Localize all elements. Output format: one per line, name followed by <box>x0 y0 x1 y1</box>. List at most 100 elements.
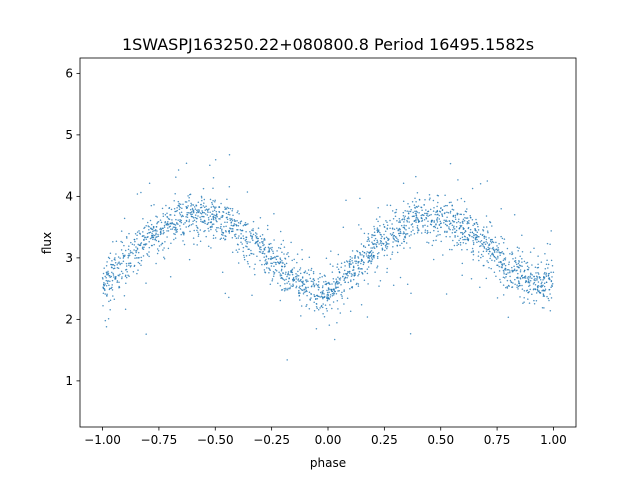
data-point <box>518 282 520 285</box>
data-point <box>470 251 473 253</box>
data-point <box>368 257 371 259</box>
data-point <box>176 228 178 231</box>
data-point <box>105 277 107 279</box>
data-point <box>392 241 394 243</box>
data-point <box>120 230 123 232</box>
data-point <box>228 153 231 156</box>
data-point <box>495 248 497 251</box>
data-point <box>202 187 205 190</box>
data-point <box>459 241 462 244</box>
data-point <box>457 220 460 223</box>
data-point <box>181 207 183 210</box>
data-point <box>426 213 429 215</box>
data-point <box>454 218 457 220</box>
data-point <box>204 229 206 232</box>
data-point <box>334 282 337 285</box>
data-point <box>281 277 284 279</box>
data-point <box>285 262 288 265</box>
data-point <box>433 225 436 228</box>
data-point <box>454 216 457 218</box>
data-point <box>252 228 254 230</box>
data-point <box>310 297 312 299</box>
data-point <box>373 225 375 228</box>
data-point <box>125 265 128 267</box>
data-point <box>256 255 258 257</box>
data-point <box>209 226 212 229</box>
data-point <box>374 243 376 245</box>
data-point <box>138 230 140 232</box>
data-point <box>219 227 222 229</box>
data-point <box>453 228 456 230</box>
data-point <box>435 223 437 226</box>
data-point <box>132 270 135 273</box>
data-point <box>403 221 405 223</box>
data-point <box>291 271 294 274</box>
data-point <box>543 307 545 309</box>
data-point <box>260 248 262 251</box>
data-point <box>462 242 465 244</box>
data-point <box>493 255 496 258</box>
data-point <box>295 285 298 288</box>
data-point <box>211 203 214 206</box>
x-tick-label: 1.00 <box>540 433 567 447</box>
data-point <box>519 270 522 273</box>
data-point <box>252 229 254 232</box>
data-point <box>148 255 150 258</box>
data-point <box>338 277 341 280</box>
data-point <box>313 295 316 298</box>
data-point <box>354 272 356 274</box>
data-point <box>491 259 493 261</box>
data-point <box>268 247 270 250</box>
data-point <box>416 226 419 229</box>
data-point <box>407 216 410 218</box>
data-point <box>443 221 445 224</box>
data-point <box>514 260 517 262</box>
data-point <box>497 249 500 251</box>
data-point <box>263 263 266 266</box>
data-point <box>545 275 548 277</box>
data-point <box>488 237 490 239</box>
data-point <box>513 265 515 267</box>
data-point <box>363 232 366 235</box>
data-point <box>456 242 458 244</box>
data-point <box>206 210 209 212</box>
data-point <box>343 279 345 282</box>
data-point <box>167 230 170 232</box>
data-point <box>386 221 388 223</box>
data-point <box>200 203 202 206</box>
data-point <box>112 267 115 270</box>
data-point <box>494 256 497 259</box>
data-point <box>180 219 183 222</box>
data-point <box>479 245 481 248</box>
data-point <box>155 262 157 265</box>
data-point <box>343 269 346 272</box>
data-point <box>506 286 508 288</box>
data-point <box>462 228 465 230</box>
data-point <box>237 228 239 231</box>
data-point <box>246 260 249 263</box>
data-point <box>478 259 480 262</box>
data-point <box>300 288 303 291</box>
data-point <box>196 209 198 212</box>
data-point <box>385 241 387 243</box>
data-point <box>333 280 335 283</box>
data-point <box>483 226 485 228</box>
data-point <box>430 213 432 216</box>
data-point <box>111 260 113 262</box>
data-point <box>295 281 297 283</box>
data-point <box>237 262 240 264</box>
data-point <box>430 223 433 226</box>
data-point <box>178 208 181 210</box>
data-point <box>185 201 188 203</box>
data-point <box>386 204 388 206</box>
data-point <box>105 326 108 328</box>
data-point <box>252 220 255 223</box>
data-point <box>256 240 259 243</box>
data-point <box>319 291 322 294</box>
data-point <box>377 220 379 223</box>
data-point <box>114 262 117 264</box>
data-point <box>152 238 154 241</box>
data-point <box>379 242 382 244</box>
data-point <box>471 247 474 250</box>
data-point <box>465 217 468 219</box>
